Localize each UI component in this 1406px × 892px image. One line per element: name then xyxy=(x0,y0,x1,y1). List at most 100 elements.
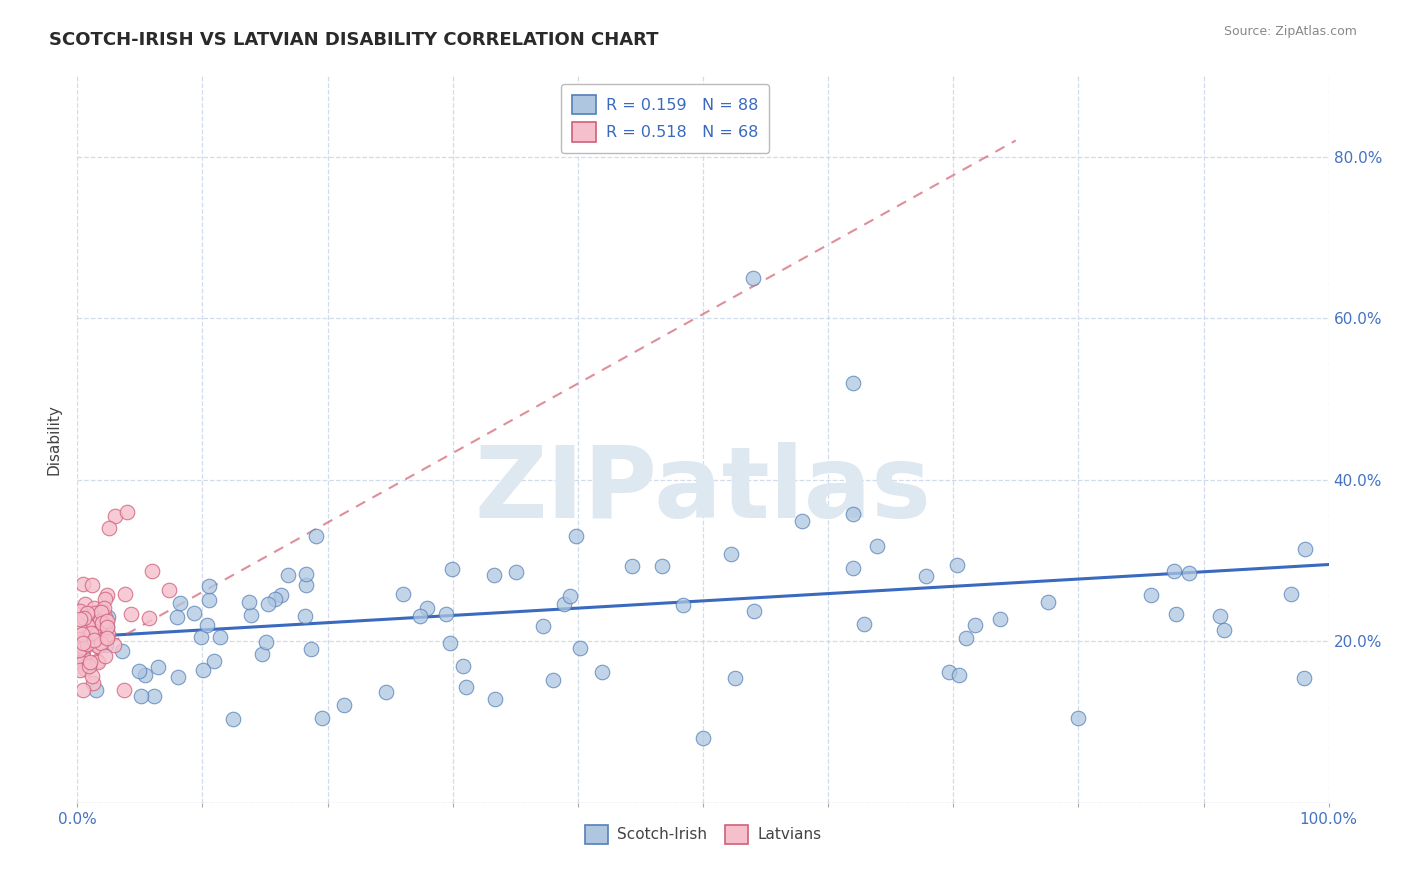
Point xyxy=(80,626,103,640)
Point xyxy=(257,597,280,611)
Point xyxy=(295,566,318,581)
Point xyxy=(67,642,90,657)
Point xyxy=(72,577,94,591)
Point xyxy=(166,610,188,624)
Point xyxy=(946,558,969,573)
Point xyxy=(72,644,94,658)
Point xyxy=(89,614,111,628)
Point xyxy=(264,591,287,606)
Point xyxy=(93,632,115,647)
Point xyxy=(197,593,219,607)
Point xyxy=(948,668,970,682)
Point xyxy=(1177,566,1199,580)
Point xyxy=(73,662,96,676)
Point xyxy=(70,656,93,670)
Point xyxy=(408,609,430,624)
Point xyxy=(651,558,673,573)
Point xyxy=(541,673,564,687)
Point xyxy=(110,644,132,658)
Point xyxy=(67,632,90,647)
Point xyxy=(439,636,461,650)
Point xyxy=(305,529,328,543)
Point xyxy=(86,640,108,654)
Point xyxy=(82,676,104,690)
Point xyxy=(988,612,1011,626)
Point xyxy=(86,630,108,644)
Point xyxy=(134,668,156,682)
Point xyxy=(294,608,316,623)
Point xyxy=(141,564,163,578)
Point xyxy=(453,659,475,673)
Point xyxy=(564,529,586,543)
Point xyxy=(93,648,115,663)
Point xyxy=(416,600,439,615)
Point xyxy=(484,692,506,706)
Point xyxy=(94,591,117,606)
Point xyxy=(238,595,260,609)
Point xyxy=(77,618,100,632)
Point xyxy=(531,619,554,633)
Point xyxy=(1208,609,1230,624)
Point xyxy=(1038,595,1060,609)
Point xyxy=(91,602,114,616)
Point xyxy=(333,698,356,713)
Point xyxy=(240,607,263,622)
Text: Source: ZipAtlas.com: Source: ZipAtlas.com xyxy=(1223,25,1357,38)
Point xyxy=(84,683,107,698)
Point xyxy=(73,598,96,612)
Point xyxy=(195,618,218,632)
Point xyxy=(1294,541,1316,556)
Point xyxy=(97,610,120,624)
Point xyxy=(720,547,742,561)
Point xyxy=(128,664,150,678)
Point xyxy=(83,601,105,615)
Point xyxy=(96,620,118,634)
Point xyxy=(76,606,98,620)
Point xyxy=(72,636,94,650)
Point xyxy=(97,521,120,535)
Point xyxy=(1163,564,1185,578)
Point xyxy=(94,629,117,643)
Point xyxy=(90,615,112,630)
Point xyxy=(72,634,94,648)
Point xyxy=(72,650,94,665)
Point xyxy=(104,509,127,524)
Point xyxy=(221,712,243,726)
Point xyxy=(190,631,212,645)
Text: SCOTCH-IRISH VS LATVIAN DISABILITY CORRELATION CHART: SCOTCH-IRISH VS LATVIAN DISABILITY CORRE… xyxy=(49,31,658,49)
Point xyxy=(553,597,575,611)
Point xyxy=(82,636,104,650)
Point xyxy=(744,603,766,617)
Point xyxy=(1067,711,1090,725)
Point xyxy=(198,578,221,592)
Point xyxy=(94,609,117,624)
Text: ZIPatlas: ZIPatlas xyxy=(475,442,931,539)
Point xyxy=(202,654,225,668)
Point xyxy=(148,660,170,674)
Point xyxy=(96,587,118,601)
Point xyxy=(80,578,103,592)
Legend: Scotch-Irish, Latvians: Scotch-Irish, Latvians xyxy=(579,819,827,850)
Point xyxy=(67,617,90,632)
Point xyxy=(94,639,117,653)
Point xyxy=(96,615,118,629)
Point xyxy=(672,599,695,613)
Point xyxy=(69,612,91,626)
Point xyxy=(138,611,160,625)
Point xyxy=(83,632,105,647)
Point xyxy=(183,606,205,620)
Point xyxy=(86,624,108,639)
Point xyxy=(1140,588,1163,602)
Point xyxy=(67,647,90,661)
Point xyxy=(114,587,136,601)
Point xyxy=(866,539,889,553)
Point xyxy=(96,631,118,645)
Point xyxy=(621,559,644,574)
Point xyxy=(434,607,457,621)
Point xyxy=(569,641,592,656)
Point xyxy=(75,660,97,674)
Point xyxy=(112,683,135,698)
Point xyxy=(692,731,714,746)
Point xyxy=(1213,623,1236,637)
Point xyxy=(97,627,120,641)
